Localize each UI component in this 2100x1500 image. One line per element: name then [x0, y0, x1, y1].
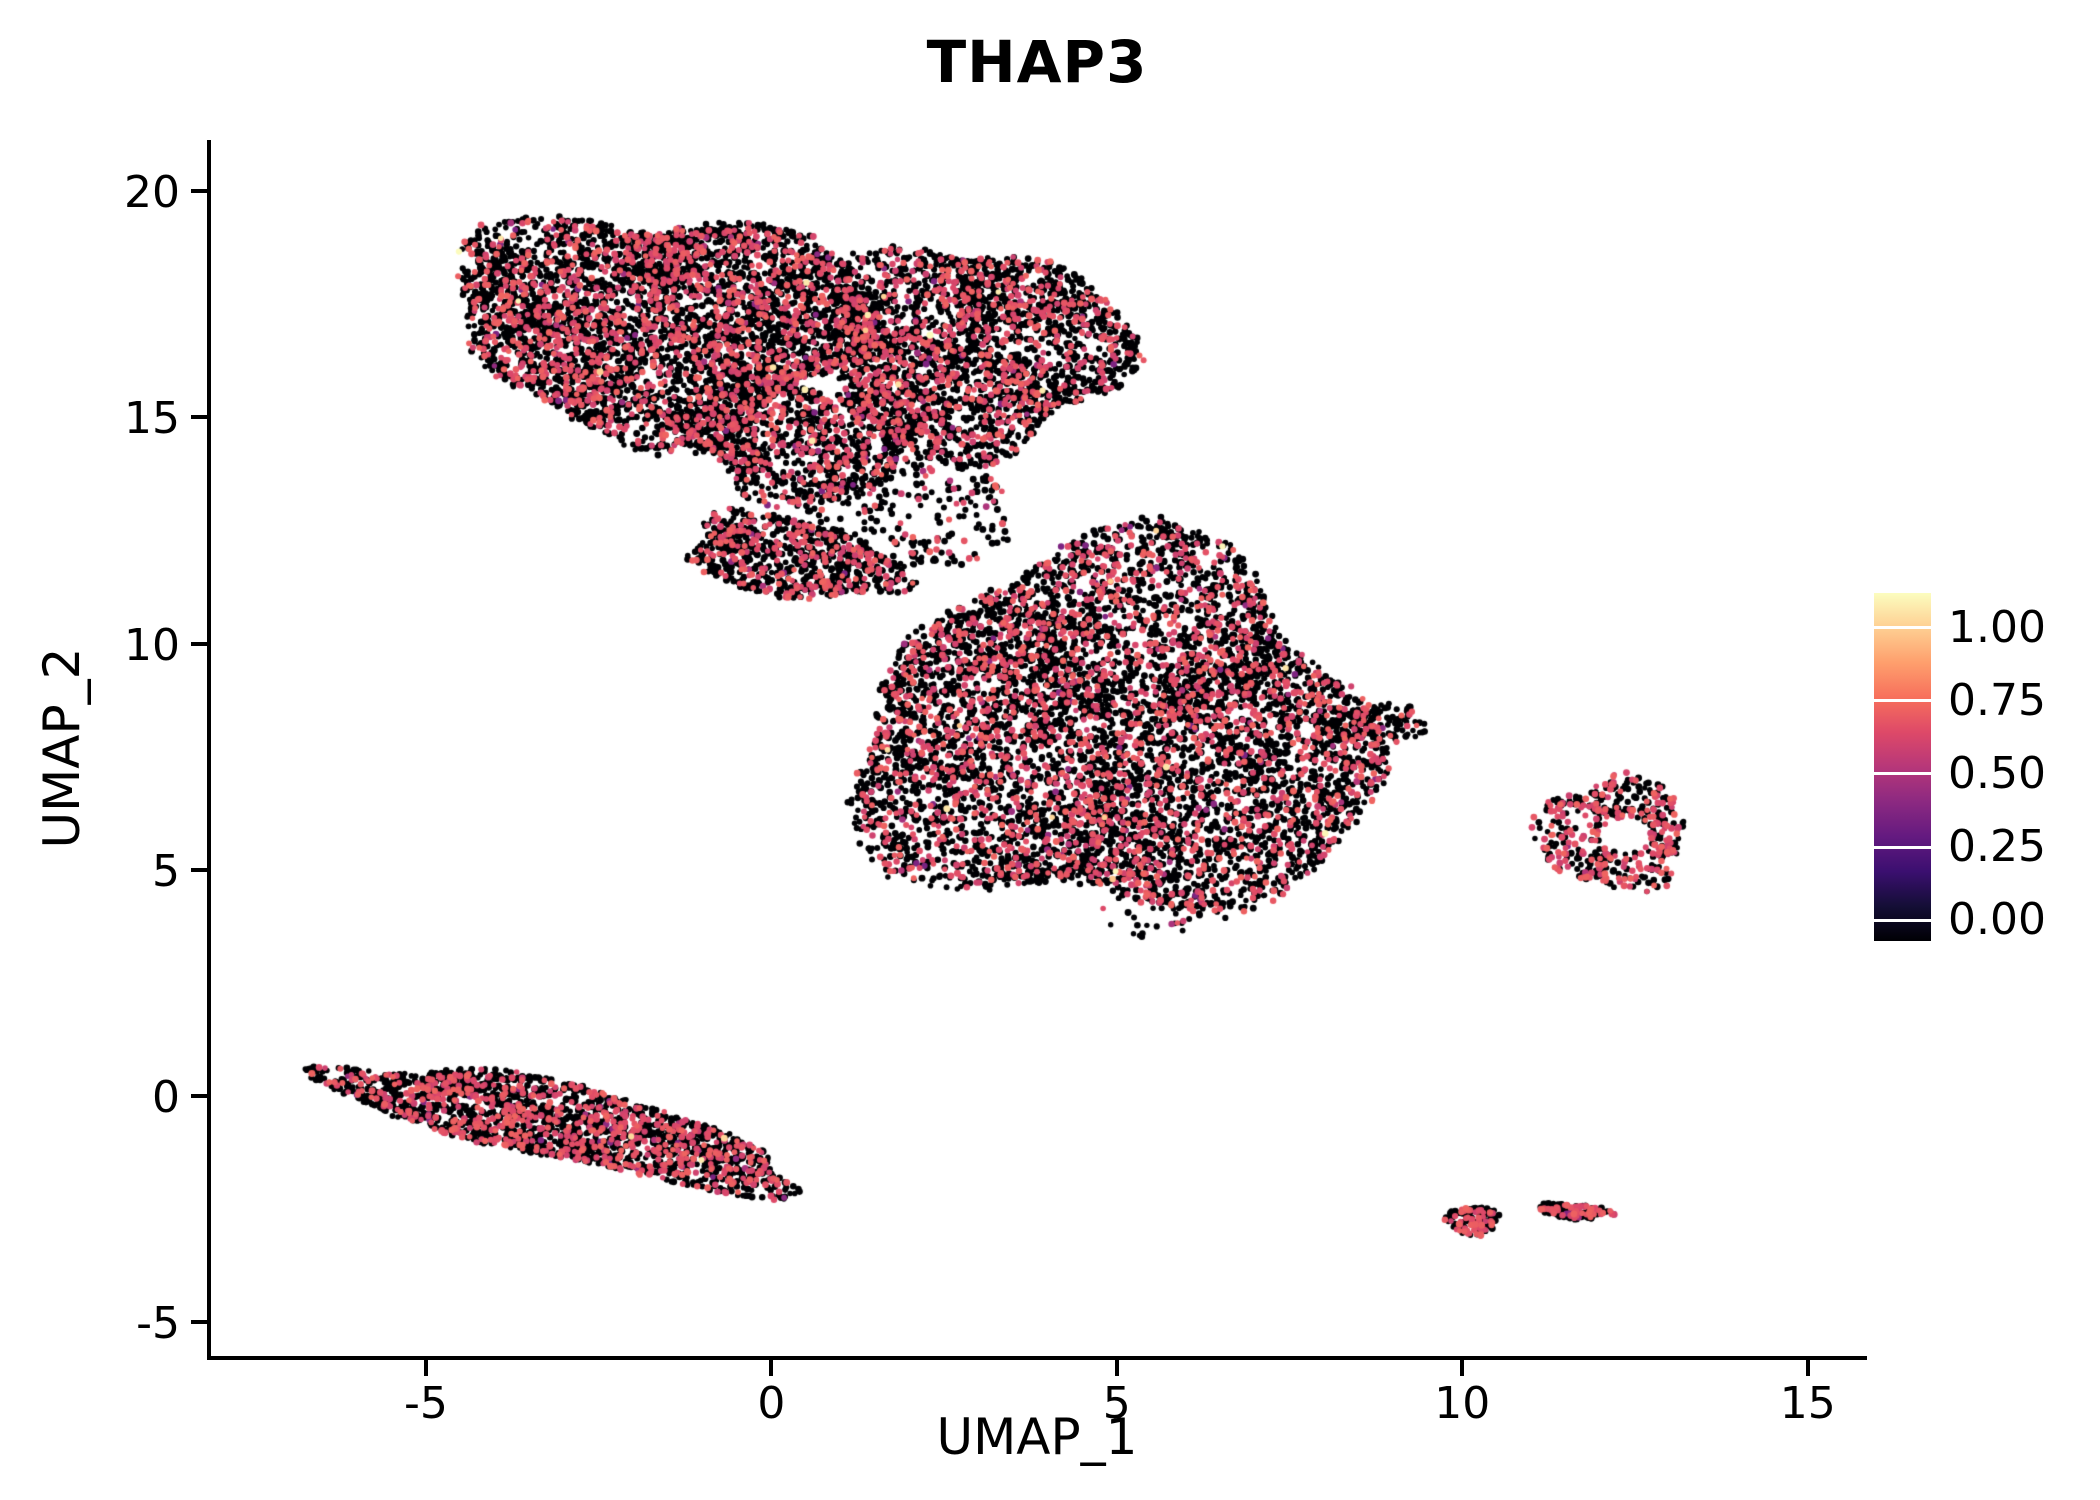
y-axis-spine — [207, 140, 211, 1360]
x-tick — [1114, 1360, 1119, 1376]
y-axis-label: UMAP_2 — [33, 647, 91, 849]
plot-title: THAP3 — [926, 28, 1148, 96]
colorbar-tick — [1874, 772, 1931, 776]
y-tick-label: 5 — [152, 845, 180, 897]
x-tick-label: 10 — [1434, 1378, 1491, 1429]
umap-scatter-canvas — [211, 140, 1863, 1356]
x-tick-label: -5 — [403, 1378, 448, 1429]
colorbar-tick — [1874, 699, 1931, 703]
y-tick — [191, 1093, 207, 1098]
y-tick-label: 20 — [124, 167, 180, 219]
y-tick-label: 10 — [124, 619, 180, 671]
y-tick-label: 0 — [152, 1071, 180, 1123]
colorbar-tick-label: 0.50 — [1948, 747, 2046, 799]
colorbar-tick — [1874, 845, 1931, 849]
x-tick-label: 0 — [757, 1378, 786, 1429]
colorbar-tick-label: 0.75 — [1948, 674, 2046, 726]
x-tick-label: 15 — [1779, 1378, 1836, 1429]
colorbar-tick — [1874, 918, 1931, 922]
y-tick-label: -5 — [136, 1298, 180, 1350]
colorbar-tick-label: 0.00 — [1948, 894, 2046, 946]
y-tick — [191, 1320, 207, 1325]
colorbar-tick-label: 1.00 — [1948, 601, 2046, 653]
x-tick — [423, 1360, 428, 1376]
y-tick — [191, 189, 207, 194]
x-axis-label: UMAP_1 — [936, 1408, 1138, 1466]
y-tick-label: 15 — [124, 393, 180, 445]
colorbar — [1874, 593, 1931, 941]
y-tick — [191, 641, 207, 646]
colorbar-tick-label: 0.25 — [1948, 821, 2046, 873]
x-tick-label: 5 — [1102, 1378, 1131, 1429]
y-tick — [191, 415, 207, 420]
colorbar-tick — [1874, 626, 1931, 630]
x-tick — [1805, 1360, 1810, 1376]
y-tick — [191, 867, 207, 872]
x-tick — [1460, 1360, 1465, 1376]
x-tick — [769, 1360, 774, 1376]
x-axis-spine — [207, 1356, 1867, 1360]
